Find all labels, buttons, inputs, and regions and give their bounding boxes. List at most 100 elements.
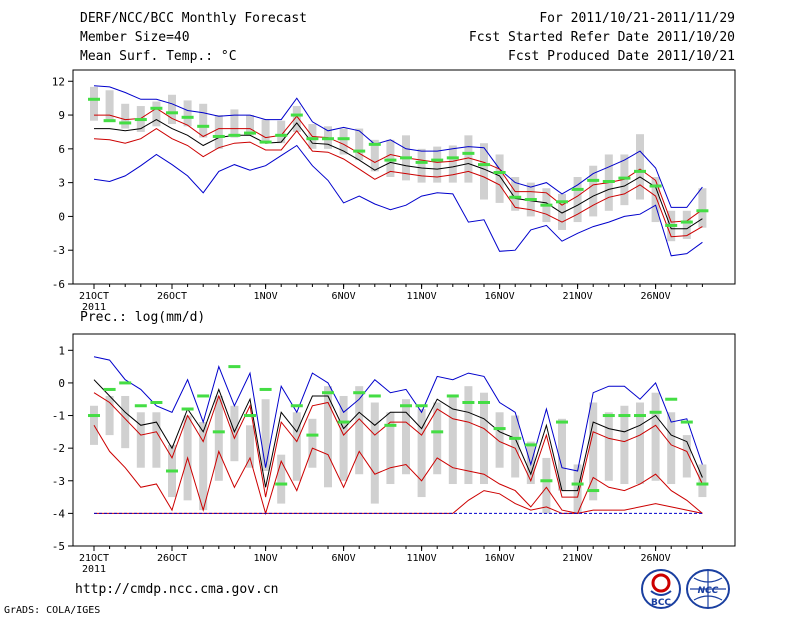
precip-spread-box xyxy=(651,392,660,481)
precip-observed-mark xyxy=(462,400,475,404)
temp-observed-mark xyxy=(103,119,116,123)
temp-observed-mark xyxy=(290,113,303,117)
precip-xtick-label: 26NOV xyxy=(641,553,671,564)
precip-spread-box xyxy=(136,412,145,468)
temp-xtick-label: 16NOV xyxy=(485,291,515,302)
temp-xtick-label: 1NOV xyxy=(254,291,278,302)
precip-spread-box xyxy=(230,405,239,462)
precip-spread-box xyxy=(339,395,348,481)
chart-title: DERF/NCC/BCC Monthly Forecast xyxy=(80,11,307,26)
temp-spread-box xyxy=(589,165,598,217)
precip-xtick-label: 16NOV xyxy=(485,553,515,564)
precip-observed-mark xyxy=(244,414,256,418)
precip-spread-box xyxy=(433,402,442,475)
precip-observed-mark xyxy=(103,387,116,391)
temp-observed-mark xyxy=(400,156,412,160)
bcc-logo: BCC xyxy=(640,568,682,610)
precip-spread-box xyxy=(324,386,332,488)
temp-spread-box xyxy=(464,135,473,183)
temp-observed-mark xyxy=(665,223,678,227)
temp-observed-mark xyxy=(649,184,662,188)
temp-spread-box xyxy=(105,90,114,121)
precip-observed-mark xyxy=(228,365,241,369)
source-url[interactable]: http://cmdp.ncc.cma.gov.cn xyxy=(75,582,279,597)
temp-observed-mark xyxy=(166,111,178,115)
temp-spread-box xyxy=(214,115,223,149)
precip-spread-box xyxy=(589,402,598,501)
temp-spread-box xyxy=(230,109,239,138)
temp-observed-mark xyxy=(696,209,709,213)
precip-spread-box xyxy=(464,386,473,485)
temp-spread-box xyxy=(682,210,691,239)
precip-observed-mark xyxy=(540,479,553,483)
precip-spread-box xyxy=(511,415,520,478)
precip-spread-box xyxy=(402,399,410,475)
precip-observed-mark xyxy=(166,469,178,473)
precip-spread-box xyxy=(620,405,629,485)
temp-spread-box xyxy=(620,154,629,206)
temp-observed-mark xyxy=(322,137,334,141)
precip-spread-box xyxy=(277,454,286,504)
precip-ytick-label: -3 xyxy=(52,475,65,488)
precip-spread-box xyxy=(542,457,551,514)
temp-observed-mark xyxy=(571,187,584,191)
precip-observed-mark xyxy=(602,414,615,418)
temp-observed-mark xyxy=(197,124,210,128)
precip-spread-box xyxy=(604,412,613,481)
temp-ytick-label: 12 xyxy=(52,75,65,88)
temp-observed-mark xyxy=(540,203,553,207)
temp-spread-box xyxy=(183,100,192,127)
temp-observed-mark xyxy=(680,220,693,224)
precip-observed-mark xyxy=(134,404,147,408)
temp-spread-box xyxy=(573,177,582,223)
precip-ytick-label: 0 xyxy=(58,377,65,390)
precip-ytick-label: -4 xyxy=(52,507,66,520)
precip-observed-mark xyxy=(478,400,490,404)
temp-spread-box xyxy=(168,94,176,125)
precip-observed-mark xyxy=(384,423,397,427)
temp-spread-box xyxy=(261,119,270,144)
temp-observed-mark xyxy=(306,137,319,141)
precip-xtick-label: 21OCT xyxy=(79,553,109,564)
ncc-logo: NCC xyxy=(685,568,731,610)
temp-observed-mark xyxy=(368,142,381,146)
temp-observed-mark xyxy=(431,158,444,162)
precip-spread-box xyxy=(246,425,254,468)
temp-xtick-label: 21NOV xyxy=(563,291,593,302)
precip-xtick-label: 11NOV xyxy=(407,553,437,564)
precip-observed-mark xyxy=(634,414,646,418)
temp-observed-mark xyxy=(244,131,256,135)
temp-observed-mark xyxy=(415,160,428,164)
temp-ytick-label: 9 xyxy=(58,109,65,122)
temp-spread-box xyxy=(433,146,442,183)
temp-spread-box xyxy=(417,148,426,183)
precip-spread-box xyxy=(386,412,395,485)
temp-spread-box xyxy=(292,106,301,132)
forecast-produced-date: Fcst Produced Date 2011/10/21 xyxy=(508,49,735,64)
temp-observed-mark xyxy=(618,176,631,180)
precip-observed-mark xyxy=(524,443,537,447)
precip-observed-mark xyxy=(197,394,210,398)
bcc-logo-text: BCC xyxy=(651,598,671,608)
precip-xtick-year: 2011 xyxy=(82,564,106,575)
temp-upper-red-line xyxy=(94,107,703,223)
precip-spread-box xyxy=(448,395,457,485)
ncc-logo-text: NCC xyxy=(698,586,719,596)
precip-frame xyxy=(72,333,736,547)
precip-observed-mark xyxy=(150,400,163,404)
precip-xtick-label: 6NOV xyxy=(332,553,356,564)
temp-xtick-label: 21OCT xyxy=(79,291,109,302)
precip-observed-mark xyxy=(275,482,288,486)
precip-observed-mark xyxy=(680,420,693,424)
precip-upper-red-line xyxy=(93,392,703,498)
precip-xtick-label: 26OCT xyxy=(157,553,187,564)
precip-observed-mark xyxy=(587,489,600,493)
precip-ytick-label: -2 xyxy=(52,442,65,455)
temp-spread-box xyxy=(448,145,457,183)
temp-ytick-label: 6 xyxy=(58,143,65,156)
precip-observed-mark xyxy=(415,404,428,408)
precip-spread-box xyxy=(152,412,161,468)
temp-observed-mark xyxy=(384,158,397,162)
temp-observed-mark xyxy=(634,169,646,173)
temp-spread-box xyxy=(121,103,130,129)
